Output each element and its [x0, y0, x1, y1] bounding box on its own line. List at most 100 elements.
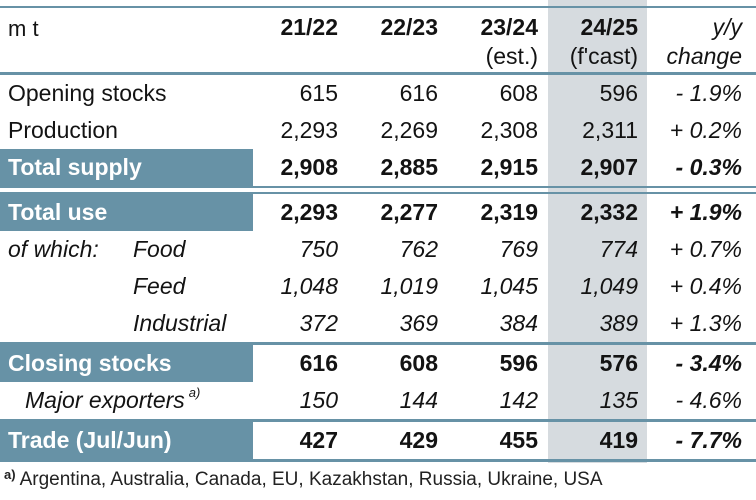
row-major-exporters: Major exporters a) 150 144 142 135 - 4.6% — [0, 382, 756, 419]
value-cell: 429 — [399, 427, 438, 453]
section-divider — [0, 419, 756, 422]
section-divider — [0, 342, 756, 345]
yoy-change-cell: + 1.3% — [669, 310, 742, 336]
header-col-label: 24/25 — [580, 14, 638, 40]
table-body: Opening stocks 615 616 608 596 - 1.9% Producti… — [0, 75, 756, 459]
row-label: Feed — [133, 273, 186, 299]
header-col-24-25: 24/25 (f'cast) — [553, 8, 653, 72]
row-food: of which: Food 750 762 769 774 + 0.7% — [0, 231, 756, 268]
value-cell: 750 — [299, 236, 338, 262]
row-label-cell: Major exporters a) — [0, 382, 253, 419]
value-cell: 372 — [299, 310, 338, 336]
header-col-sublabel: (est.) — [485, 43, 538, 69]
value-cell: 142 — [499, 387, 538, 413]
header-col-sublabel: (f'cast) — [569, 43, 638, 69]
value-cell: 2,915 — [480, 154, 538, 180]
yoy-change-cell: - 7.7% — [675, 427, 742, 453]
value-cell: 2,319 — [480, 199, 538, 225]
value-cell: 769 — [499, 236, 538, 262]
yoy-change-cell: - 1.9% — [675, 80, 742, 106]
value-cell: 576 — [599, 350, 638, 376]
value-cell: 2,907 — [580, 154, 638, 180]
value-cell: 2,908 — [280, 154, 338, 180]
header-col-label: y/y — [712, 14, 742, 40]
row-industrial: Industrial 372 369 384 389 + 1.3% — [0, 305, 756, 342]
yoy-change-cell: + 0.2% — [669, 117, 742, 143]
row-label: Total use — [8, 199, 108, 225]
yoy-change-cell: + 0.7% — [669, 236, 742, 262]
value-cell: 1,048 — [280, 273, 338, 299]
row-production: Production 2,293 2,269 2,308 2,311 + 0.2% — [0, 112, 756, 149]
header-col-22-23: 22/23 — [353, 8, 453, 72]
value-cell: 596 — [499, 350, 538, 376]
value-cell: 2,293 — [280, 117, 338, 143]
value-cell: 762 — [399, 236, 438, 262]
value-cell: 596 — [599, 80, 638, 106]
row-trade-jul-jun: Trade (Jul/Jun) 427 429 455 419 - 7.7% — [0, 422, 756, 459]
header-col-sublabel: change — [666, 43, 742, 69]
row-label: Total supply — [8, 154, 142, 180]
header-col-sublabel — [353, 42, 438, 72]
header-col-label: 22/23 — [380, 14, 438, 40]
value-cell: 427 — [299, 427, 338, 453]
footnote-text: Argentina, Australia, Canada, EU, Kazakh… — [19, 469, 603, 490]
row-label-cell: Opening stocks — [0, 75, 253, 112]
value-cell: 2,885 — [380, 154, 438, 180]
row-label-cell: Trade (Jul/Jun) — [0, 422, 253, 459]
value-cell: 2,308 — [480, 117, 538, 143]
row-label: Major exporters — [25, 387, 185, 413]
value-cell: 384 — [499, 310, 538, 336]
row-closing-stocks: Closing stocks 616 608 596 576 - 3.4% — [0, 345, 756, 382]
row-label: Production — [8, 117, 118, 143]
value-cell: 774 — [599, 236, 638, 262]
value-cell: 455 — [499, 427, 538, 453]
row-total-use: Total use 2,293 2,277 2,319 2,332 + 1.9% — [0, 194, 756, 231]
value-cell: 615 — [299, 80, 338, 106]
row-label-cell: Total use — [0, 194, 253, 231]
section-divider — [0, 186, 756, 194]
value-cell: 419 — [599, 427, 638, 453]
value-cell: 1,045 — [480, 273, 538, 299]
footnote-reference: a) — [188, 385, 201, 400]
row-label-cell: Closing stocks — [0, 345, 253, 382]
header-col-sublabel — [253, 42, 338, 72]
value-cell: 2,311 — [582, 117, 638, 143]
row-label: Industrial — [133, 310, 227, 336]
yoy-change-cell: + 0.4% — [669, 273, 742, 299]
value-cell: 150 — [299, 387, 338, 413]
value-cell: 2,293 — [280, 199, 338, 225]
value-cell: 389 — [599, 310, 638, 336]
yoy-change-cell: + 1.9% — [669, 199, 742, 225]
header-col-21-22: 21/22 — [253, 8, 353, 72]
value-cell: 369 — [399, 310, 438, 336]
row-label: Trade (Jul/Jun) — [8, 427, 172, 453]
row-label-prefix: of which: — [8, 236, 99, 262]
footnote: a) Argentina, Australia, Canada, EU, Kaza… — [0, 467, 756, 491]
value-cell: 144 — [399, 387, 438, 413]
row-label-cell: of which: Food — [0, 231, 253, 268]
table-header: m t 21/22 22/23 23/24 (est.) 24/25 (f'cast) y/… — [0, 8, 756, 72]
value-cell: 608 — [399, 350, 438, 376]
value-cell: 135 — [599, 387, 638, 413]
row-total-supply: Total supply 2,908 2,885 2,915 2,907 - 0.3% — [0, 149, 756, 186]
value-cell: 1,019 — [380, 273, 438, 299]
unit-label: m t — [8, 16, 39, 41]
footnote-marker: a) — [4, 467, 16, 482]
value-cell: 608 — [499, 80, 538, 106]
forecast-column-highlight — [548, 0, 647, 463]
header-rule — [0, 72, 756, 75]
header-col-label: 23/24 — [480, 14, 538, 40]
yoy-change-cell: - 3.4% — [675, 350, 742, 376]
row-label-cell: Industrial — [0, 305, 253, 342]
header-columns: 21/22 22/23 23/24 (est.) 24/25 (f'cast) y/y cha… — [253, 8, 756, 72]
header-col-label: 21/22 — [280, 14, 338, 40]
row-label-cell: Production — [0, 112, 253, 149]
row-label-cell: Feed — [0, 268, 253, 305]
bottom-rule — [0, 459, 756, 462]
header-col-23-24: 23/24 (est.) — [453, 8, 553, 72]
row-label-cell: Total supply — [0, 149, 253, 186]
value-cell: 1,049 — [580, 273, 638, 299]
value-cell: 616 — [399, 80, 438, 106]
